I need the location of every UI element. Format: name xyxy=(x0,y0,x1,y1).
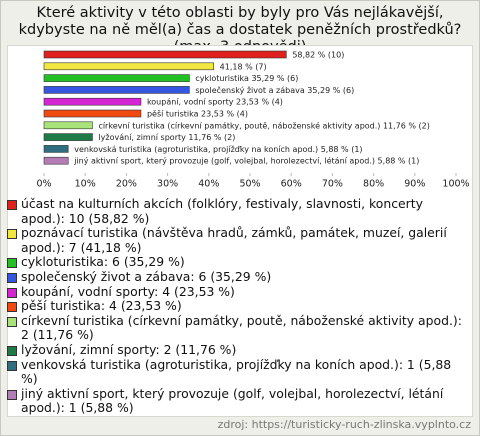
x-tick-label: 20% xyxy=(116,179,137,190)
value-label: 41,18 % (7) xyxy=(220,62,267,71)
legend-swatch xyxy=(7,258,17,269)
value-label: 58,82 % (10) xyxy=(292,51,344,60)
value-label: jiný aktivní sport, který provozuje (gol… xyxy=(73,156,419,166)
legend-item: venkovská turistika (agroturistika, proj… xyxy=(7,356,469,387)
legend-item: poznávací turistika (návštěva hradů, zám… xyxy=(7,225,469,255)
legend-label: církevní turistika (církevní památky, po… xyxy=(21,312,462,343)
legend-label: koupání, vodní sporty: 4 (23,53 %) xyxy=(21,283,235,299)
value-label: církevní turistika (církevní památky, po… xyxy=(98,120,429,130)
bar xyxy=(43,50,287,59)
x-tick-label: 10% xyxy=(75,179,96,190)
bar xyxy=(43,121,93,130)
bar xyxy=(43,156,69,165)
bar xyxy=(43,86,190,94)
bar xyxy=(43,62,214,71)
bar xyxy=(43,109,142,118)
legend-item: jiný aktivní sport, který provozuje (gol… xyxy=(7,385,469,416)
x-tick-label: 50% xyxy=(239,179,260,190)
x-tick-label: 40% xyxy=(198,179,219,190)
x-tick-label: 90% xyxy=(404,179,425,190)
legend-swatch xyxy=(7,200,17,210)
source: zdroj: https://turisticky-ruch-zlinska.v… xyxy=(217,418,471,431)
value-label: lyžování, zimní sporty 11,76 % (2) xyxy=(98,133,235,142)
legend-label: lyžování, zimní sporty: 2 (11,76 %) xyxy=(21,341,237,357)
legend-label: společenský život a zábava: 6 (35,29 %) xyxy=(21,268,272,284)
legend-label: poznávací turistika (návštěva hradů, zám… xyxy=(21,225,447,255)
legend-item: společenský život a zábava: 6 (35,29 %) xyxy=(7,268,469,285)
value-label: venkovská turistika (agroturistika, proj… xyxy=(74,145,362,154)
legend-item: cykloturistika: 6 (35,29 %) xyxy=(7,255,469,270)
value-label: cykloturistika 35,29 % (6) xyxy=(195,74,298,83)
plot: 0% 10% 20% 30% 40% 50% 60% 70% 80% 90% 100% 58,82 %… xyxy=(36,50,469,190)
legend-swatch xyxy=(7,360,17,371)
legend-label: venkovská turistika (agroturistika, proj… xyxy=(21,356,452,387)
legend-label: cykloturistika: 6 (35,29 %) xyxy=(21,254,185,270)
x-tick-label: 70% xyxy=(322,179,343,190)
legend-item: účast na kulturních akcích (folklóry, fe… xyxy=(7,196,469,226)
bar xyxy=(43,145,69,153)
bar xyxy=(43,74,190,82)
legend-swatch xyxy=(7,229,17,240)
legend-label: účast na kulturních akcích (folklóry, fe… xyxy=(21,196,423,226)
legend-swatch xyxy=(7,389,17,400)
legend-item: lyžování, zimní sporty: 2 (11,76 %) xyxy=(7,341,469,358)
legend-swatch xyxy=(7,302,17,313)
x-tick-label: 0% xyxy=(36,179,51,190)
x-tick-label: 30% xyxy=(157,179,178,190)
legend-swatch xyxy=(7,272,17,283)
x-tick-label: 60% xyxy=(281,179,302,190)
legend: účast na kulturních akcích (folklóry, fe… xyxy=(7,196,469,416)
legend-label: jiný aktivní sport, který provozuje (gol… xyxy=(21,385,444,416)
value-label: společenský život a zábava 35,29 % (6) xyxy=(195,85,354,95)
legend-swatch xyxy=(7,316,17,327)
plot-panel xyxy=(7,45,473,417)
bar xyxy=(43,97,142,106)
legend-item: církevní turistika (církevní památky, po… xyxy=(7,312,469,343)
x-tick-label: 80% xyxy=(363,179,384,190)
legend-swatch xyxy=(7,345,17,356)
value-label: koupání, vodní sporty 23,53 % (4) xyxy=(147,98,283,107)
value-label: pěší turistika 23,53 % (4) xyxy=(147,109,248,119)
legend-swatch xyxy=(7,287,17,298)
bar xyxy=(43,133,93,141)
x-tick-label: 100% xyxy=(442,179,469,190)
legend-label: pěší turistika: 4 (23,53 %) xyxy=(21,298,182,314)
legend-item: koupání, vodní sporty: 4 (23,53 %) xyxy=(7,283,469,300)
legend-item: pěší turistika: 4 (23,53 %) xyxy=(7,299,469,314)
